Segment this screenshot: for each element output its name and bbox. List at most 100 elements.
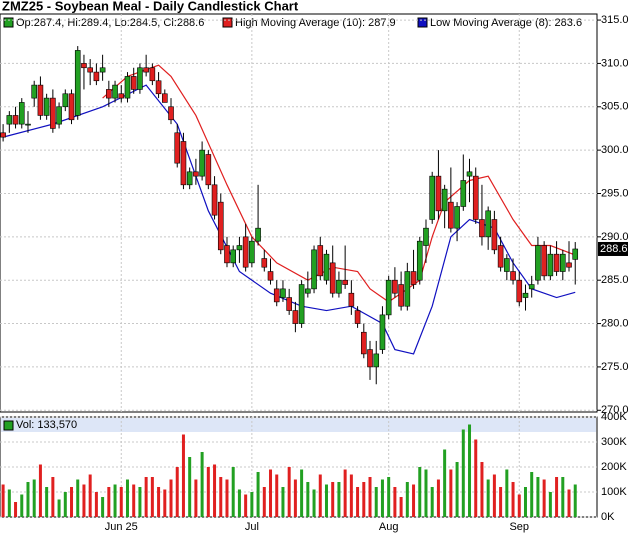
volume-bar <box>200 452 204 517</box>
volume-bar <box>51 477 55 517</box>
last-price-label: 288.6 <box>600 243 628 255</box>
candle-body <box>161 93 168 103</box>
volume-bar <box>424 469 428 517</box>
candle-body <box>572 248 579 260</box>
candle-body <box>180 141 187 186</box>
candle-body <box>236 245 243 251</box>
candle-body <box>0 132 6 138</box>
volume-bar <box>181 434 185 517</box>
candle-body <box>547 253 554 277</box>
candle-body <box>336 279 342 294</box>
volume-bar <box>393 487 397 517</box>
volume-bar <box>486 479 490 517</box>
volume-bar <box>113 484 117 517</box>
volume-bar <box>337 482 341 517</box>
volume-bar <box>343 469 347 517</box>
volume-bar <box>536 477 540 517</box>
volume-bar <box>169 479 173 517</box>
candle-body <box>305 288 311 294</box>
volume-bar <box>188 457 192 517</box>
candle-body <box>50 97 56 129</box>
candle-body <box>31 84 38 99</box>
volume-bar <box>213 464 217 517</box>
candle-body <box>186 171 193 186</box>
volume-bar <box>76 479 80 517</box>
volume-bar <box>443 449 447 517</box>
volume-bar <box>138 487 142 517</box>
volume-bar <box>269 469 273 517</box>
y-tick-label: 290.0 <box>601 231 629 243</box>
volume-bar <box>206 467 210 517</box>
y-tick-label: 300K <box>601 436 627 448</box>
volume-bar <box>244 494 248 517</box>
volume-bar <box>474 439 478 517</box>
last-price-box <box>598 241 628 256</box>
y-tick-label: 270.0 <box>601 404 629 416</box>
candle-body <box>261 258 268 268</box>
candle-body <box>124 76 131 99</box>
volume-bar <box>300 469 304 517</box>
candle-body <box>99 67 106 73</box>
candle-body <box>6 115 13 125</box>
candle-body <box>137 67 143 90</box>
volume-bar <box>38 464 42 517</box>
candle-body <box>323 253 330 281</box>
y-tick-label: 310.0 <box>601 57 629 69</box>
volume-bar <box>275 474 279 517</box>
y-tick-label: 295.0 <box>601 187 629 199</box>
volume-bar <box>405 482 409 517</box>
candle-body <box>559 253 566 272</box>
volume-bar <box>573 484 577 517</box>
candle-body <box>379 314 386 350</box>
volume-bar <box>505 469 509 517</box>
x-tick-label: Jun 25 <box>105 521 138 533</box>
volume-header <box>1 418 596 432</box>
candle-body <box>404 271 411 307</box>
candle-body <box>553 253 560 272</box>
candle-body <box>311 249 317 290</box>
candle-body <box>491 219 498 251</box>
volume-bar <box>542 479 546 517</box>
y-tick-label: 100K <box>601 486 627 498</box>
volume-bar <box>399 497 403 517</box>
volume-bar <box>144 477 148 517</box>
volume-bar <box>318 474 322 517</box>
volume-bar <box>293 479 297 517</box>
volume-bar <box>45 487 49 517</box>
candle-body <box>342 279 348 285</box>
y-tick-label: 305.0 <box>601 101 629 113</box>
volume-bar <box>362 482 366 517</box>
candle-body <box>81 63 87 69</box>
candle-body <box>329 262 336 294</box>
chart-title: ZMZ25 - Soybean Meal - Daily Candlestick… <box>2 0 299 13</box>
candle-body <box>392 279 398 294</box>
candle-body <box>68 93 75 121</box>
volume-bar <box>88 474 92 517</box>
volume-bar <box>449 469 453 517</box>
candle-body <box>441 188 448 212</box>
legend-swatch <box>222 17 233 28</box>
moving-average-line <box>2 84 576 355</box>
volume-bar <box>499 487 503 517</box>
volume-bar <box>14 502 18 517</box>
candle-body <box>504 258 510 272</box>
volume-bar <box>555 477 559 517</box>
candle-body <box>360 331 367 355</box>
volume-bar <box>356 487 360 517</box>
volume-bar <box>548 492 552 517</box>
volume-bar <box>306 482 310 517</box>
volume-bar <box>523 487 527 517</box>
volume-bar <box>119 487 123 517</box>
candle-body <box>62 93 69 108</box>
candle-body <box>497 245 504 268</box>
x-tick-label: Jul <box>245 521 259 533</box>
volume-bar <box>57 499 61 517</box>
volume-bar <box>412 484 416 517</box>
legend-label: Low Moving Average (8): 283.6 <box>430 17 582 29</box>
volume-bar <box>26 482 30 517</box>
candle-body <box>454 206 460 229</box>
candle-body <box>118 93 125 99</box>
ohlc-label: Op:287.4, Hi:289.4, Lo:284.5, Cl:288.6 <box>16 17 204 29</box>
volume-bar <box>219 477 223 517</box>
volume-bar <box>517 494 521 517</box>
